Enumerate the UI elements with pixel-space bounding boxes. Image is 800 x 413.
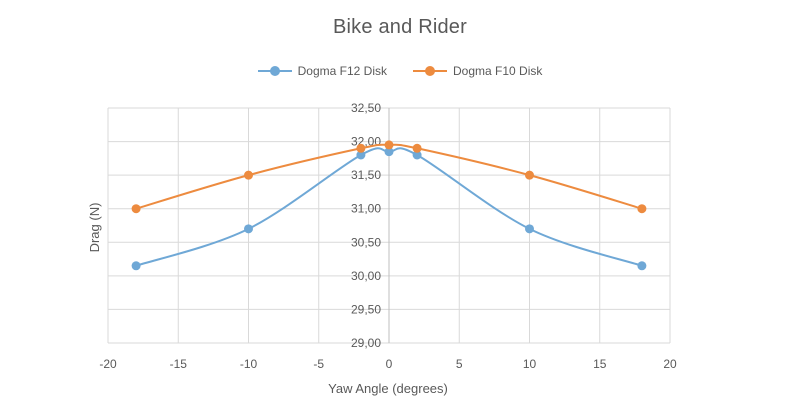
legend-item-series-2: Dogma F10 Disk bbox=[413, 64, 542, 78]
series-1-point bbox=[356, 150, 366, 160]
series-2-point bbox=[384, 140, 394, 150]
y-tick-label: 29,00 bbox=[351, 336, 381, 350]
series-2-point bbox=[356, 143, 366, 153]
x-tick-label: 15 bbox=[593, 357, 607, 371]
legend-swatch-series-2 bbox=[413, 66, 447, 76]
series-2-point bbox=[525, 170, 534, 180]
series-2-point bbox=[244, 170, 253, 180]
series-2-point bbox=[412, 143, 422, 153]
x-tick-label: -5 bbox=[313, 357, 324, 371]
legend-item-series-1: Dogma F12 Disk bbox=[257, 64, 387, 78]
legend-label-series-2: Dogma F10 Disk bbox=[453, 64, 543, 78]
x-tick-label: 10 bbox=[523, 357, 537, 371]
x-tick-label: -10 bbox=[240, 357, 258, 371]
y-tick-label: 29,50 bbox=[351, 302, 381, 316]
y-tick-label: 30,50 bbox=[351, 235, 381, 249]
x-tick-label: 0 bbox=[386, 357, 393, 371]
legend-label-series-1: Dogma F12 Disk bbox=[297, 64, 387, 78]
legend-swatch-series-1 bbox=[257, 66, 292, 76]
series-1-point bbox=[412, 150, 422, 160]
series-1-point bbox=[131, 261, 141, 271]
y-tick-label: 30,00 bbox=[351, 269, 381, 283]
legend: Dogma F12 Disk Dogma F10 Disk bbox=[0, 64, 800, 78]
x-tick-label: -20 bbox=[99, 357, 117, 371]
x-axis-title: Yaw Angle (degrees) bbox=[328, 381, 448, 396]
series-1-point bbox=[525, 224, 534, 234]
series-1-point bbox=[384, 147, 394, 157]
series-2-point bbox=[131, 204, 141, 214]
y-axis-title: Drag (N) bbox=[87, 203, 102, 253]
y-tick-label: 31,00 bbox=[351, 202, 381, 216]
y-tick-label: 31,50 bbox=[351, 168, 381, 182]
x-tick-label: 20 bbox=[663, 357, 677, 371]
series-2-point bbox=[637, 204, 647, 214]
series bbox=[131, 140, 647, 271]
axes: 29,0029,5030,0030,5031,0031,5032,0032,50… bbox=[99, 101, 677, 371]
chart-title: Bike and Rider bbox=[333, 16, 467, 38]
x-tick-label: -15 bbox=[170, 357, 188, 371]
series-1-point bbox=[637, 261, 647, 271]
series-1-point bbox=[244, 224, 253, 234]
y-tick-label: 32,50 bbox=[351, 101, 381, 115]
x-tick-label: 5 bbox=[456, 357, 463, 371]
